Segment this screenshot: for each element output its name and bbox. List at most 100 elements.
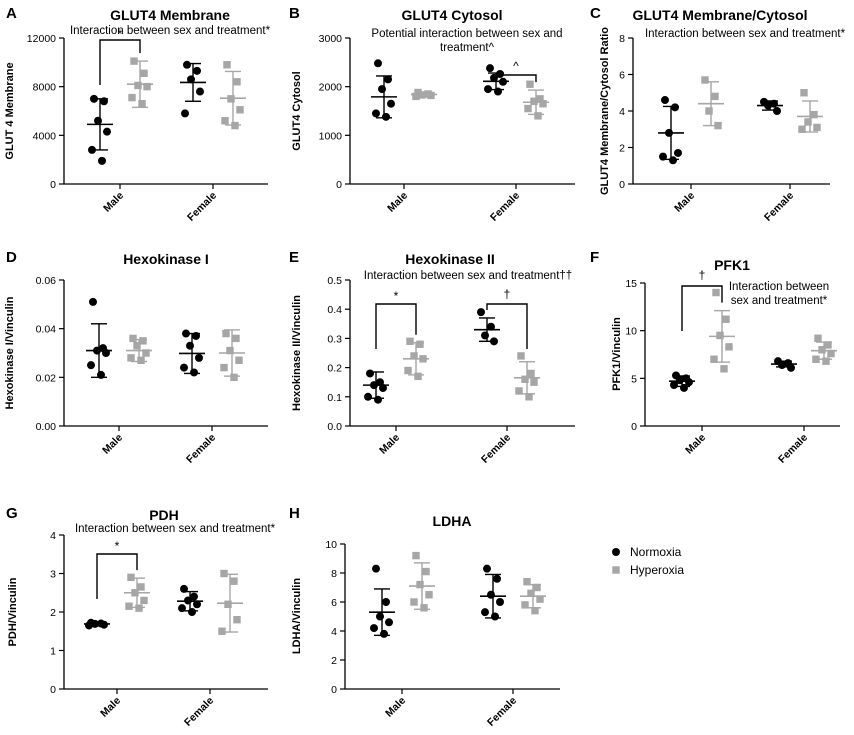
y-tick-label: 8 [619, 33, 625, 45]
panel-label: G [6, 505, 18, 522]
data-point-hyperoxia [140, 69, 148, 77]
x-tick-label: Male [683, 432, 708, 457]
data-point-hyperoxia [218, 627, 226, 635]
data-point-hyperoxia [427, 91, 435, 100]
data-point-hyperoxia [137, 583, 145, 591]
data-point-normoxia [384, 75, 392, 84]
panel-note: Interaction between sex and treatment†† [364, 270, 572, 282]
data-point-normoxia [387, 99, 395, 108]
data-point-hyperoxia [233, 78, 241, 86]
data-point-normoxia [477, 308, 485, 317]
data-point-hyperoxia [425, 591, 433, 599]
data-point-normoxia [481, 608, 489, 617]
panel-label: D [6, 249, 17, 266]
data-point-hyperoxia [814, 334, 822, 342]
panel-b: B GLUT4 Cytosol Potential interaction betw… [289, 5, 575, 224]
x-tick-label: Female [485, 695, 519, 729]
data-point-normoxia [103, 127, 111, 136]
legend-label: Normoxia [630, 545, 682, 559]
data-point-hyperoxia [138, 100, 146, 108]
data-point-hyperoxia [524, 104, 532, 113]
data-point-hyperoxia [526, 80, 534, 88]
legend-label: Hyperoxia [630, 563, 684, 577]
panel-title: GLUT4 Cytosol [401, 7, 502, 23]
data-point-hyperoxia [414, 372, 422, 381]
data-point-hyperoxia [224, 600, 232, 608]
y-tick-label: 2000 [319, 82, 343, 94]
data-point-hyperoxia [515, 387, 523, 395]
y-axis-label: GLUT4 Membrane/Cytosol Ratio [599, 27, 611, 195]
data-point-hyperoxia [711, 92, 719, 101]
panel-c: C GLUT4 Membrane/Cytosol Interaction betwe… [590, 5, 846, 224]
y-axis-label: GLUT4 Cytosol [291, 71, 303, 150]
panel-a: A GLUT4 Membrane Interaction between sex a… [4, 5, 271, 224]
data-point-normoxia [481, 331, 489, 340]
y-tick-label: 10 [625, 326, 637, 338]
data-point-hyperoxia [410, 598, 418, 606]
panel-note: Interaction between sex and treatment* [75, 523, 276, 535]
y-axis-label: LDHA/Vinculin [291, 578, 303, 654]
data-point-hyperoxia [517, 352, 525, 360]
data-point-normoxia [496, 598, 504, 606]
data-point-normoxia [376, 612, 384, 621]
data-point-hyperoxia [701, 76, 709, 84]
panel-title: GLUT4 Membrane [110, 7, 230, 23]
data-point-hyperoxia [135, 604, 143, 612]
y-tick-label: 2 [50, 607, 56, 619]
data-point-hyperoxia [536, 595, 544, 603]
y-axis-label: PFK1/Vinculin [611, 317, 623, 391]
data-point-hyperoxia [422, 567, 430, 576]
x-tick-label: Female [185, 190, 219, 224]
significance-bracket [681, 285, 723, 331]
data-point-hyperoxia [222, 329, 230, 338]
data-point-hyperoxia [521, 375, 529, 383]
data-point-hyperoxia [705, 107, 713, 115]
panel-title: LDHA [433, 513, 472, 529]
data-point-hyperoxia [137, 356, 145, 364]
y-tick-label: 8 [331, 568, 337, 580]
data-point-normoxia [181, 109, 189, 118]
data-point-normoxia [674, 148, 682, 157]
panel-title: PFK1 [714, 257, 750, 273]
y-tick-label: 1 [50, 646, 56, 658]
data-point-hyperoxia [722, 315, 730, 323]
x-tick-label: Male [672, 190, 697, 215]
data-point-hyperoxia [230, 373, 238, 382]
data-point-hyperoxia [800, 89, 808, 97]
data-point-hyperoxia [798, 125, 806, 133]
data-point-normoxia [659, 152, 667, 161]
panel-note-2: treatment^ [440, 42, 495, 54]
data-point-hyperoxia [420, 604, 428, 612]
data-point-normoxia [94, 116, 102, 125]
x-tick-label: Male [101, 190, 126, 215]
data-point-hyperoxia [236, 106, 244, 114]
data-point-hyperoxia [127, 354, 135, 362]
data-point-hyperoxia [140, 596, 148, 605]
data-point-hyperoxia [232, 334, 240, 343]
data-point-normoxia [193, 66, 201, 75]
data-point-normoxia [385, 618, 393, 627]
legend: Normoxia Hyperoxia [612, 545, 684, 577]
y-tick-label: 0.5 [327, 275, 342, 287]
panel-title: Hexokinase II [405, 251, 495, 267]
y-tick-label: 3000 [319, 33, 343, 45]
data-point-normoxia [671, 103, 679, 112]
data-point-hyperoxia [525, 393, 533, 401]
y-tick-label: 0.1 [327, 392, 342, 404]
data-point-normoxia [487, 590, 495, 599]
data-point-normoxia [685, 378, 693, 387]
significance-bracket [96, 553, 138, 599]
y-tick-label: 5 [631, 373, 637, 385]
y-axis-label: Hexokinase II/Vinculin [291, 295, 303, 411]
y-tick-label: 0 [331, 684, 337, 696]
data-point-hyperoxia [134, 81, 142, 90]
x-tick-label: Female [488, 190, 522, 224]
data-point-hyperoxia [404, 366, 412, 375]
data-point-normoxia [483, 564, 491, 573]
x-tick-label: Male [377, 432, 402, 457]
significance-symbol: * [115, 539, 120, 553]
data-point-hyperoxia [127, 573, 135, 582]
x-tick-label: Male [100, 432, 125, 457]
significance-bracket [99, 39, 141, 85]
